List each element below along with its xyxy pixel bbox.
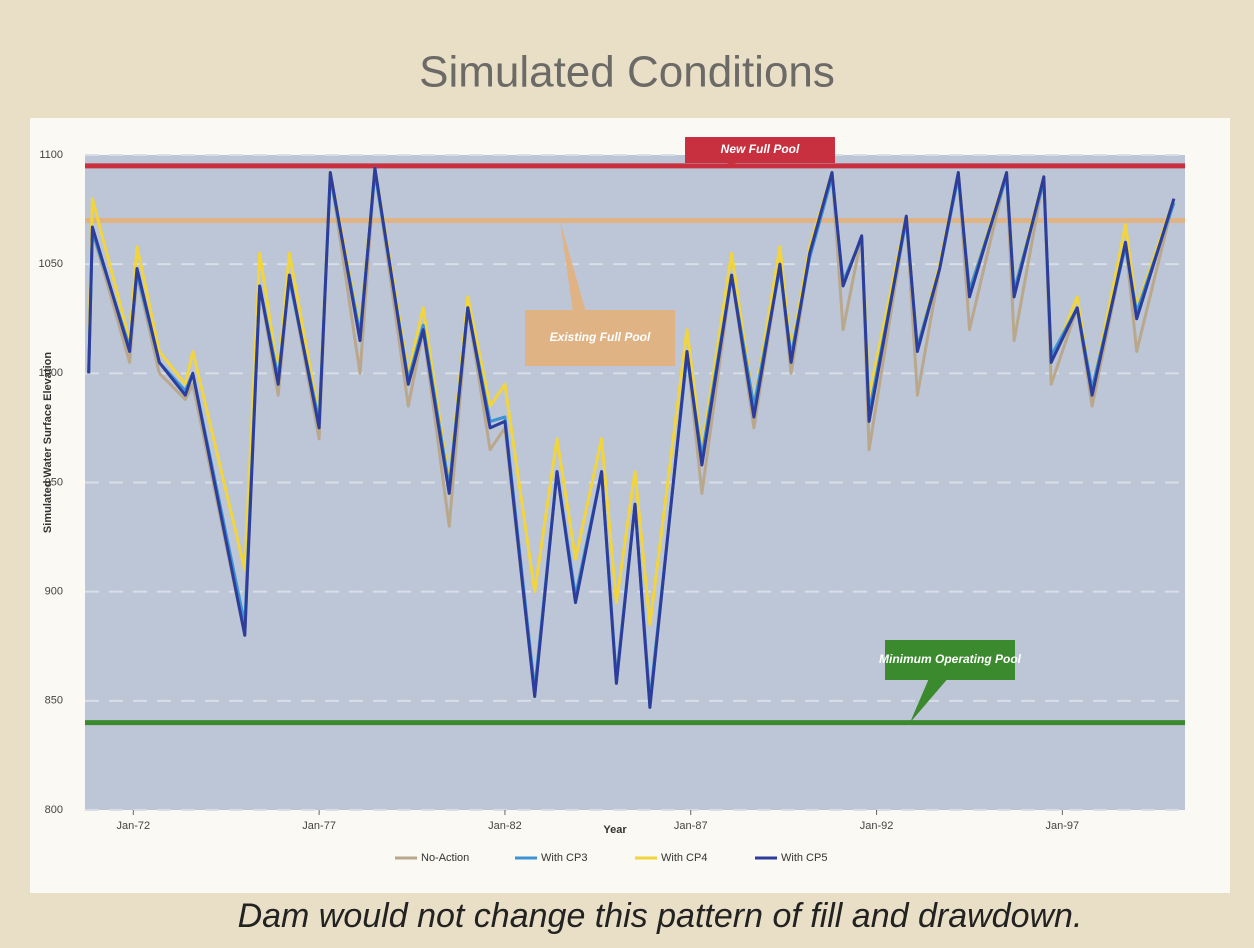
chart-title: Simulated Conditions [419, 48, 835, 97]
y-tick-label: 900 [45, 586, 63, 598]
x-tick-label: Jan-77 [302, 820, 336, 832]
caption: Dam would not change this pattern of fil… [238, 897, 1083, 935]
callout-label: New Full Pool [721, 142, 800, 156]
legend-label: With CP3 [541, 852, 587, 864]
x-tick-label: Jan-72 [116, 820, 150, 832]
x-tick-label: Jan-97 [1046, 820, 1080, 832]
callout-label: Existing Full Pool [550, 330, 651, 344]
x-tick-label: Jan-82 [488, 820, 522, 832]
x-axis-label: Year [603, 824, 627, 836]
y-tick-label: 850 [45, 695, 63, 707]
legend-label: No-Action [421, 852, 469, 864]
x-tick-label: Jan-87 [674, 820, 708, 832]
callout-label: Minimum Operating Pool [879, 652, 1022, 666]
y-axis-label: Simulated Water Surface Elevation [42, 352, 54, 533]
legend-label: With CP4 [661, 852, 707, 864]
x-tick-label: Jan-92 [860, 820, 894, 832]
y-tick-label: 1050 [39, 258, 63, 270]
y-tick-label: 1100 [39, 149, 63, 161]
legend-label: With CP5 [781, 852, 827, 864]
chart: Simulated Conditions 8008509009501000105… [0, 0, 1254, 943]
y-tick-label: 800 [45, 804, 63, 816]
